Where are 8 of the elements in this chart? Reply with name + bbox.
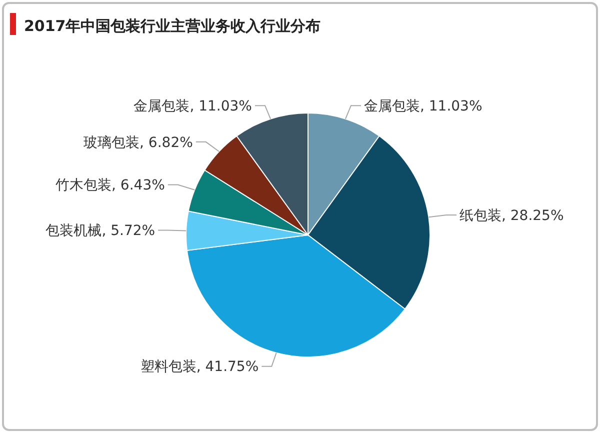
slice-label: 纸包装, 28.25%: [459, 208, 564, 224]
slice-label: 玻璃包装, 6.82%: [84, 134, 193, 151]
slice-label: 金属包装, 11.03%: [364, 98, 482, 114]
slice-label: 塑料包装, 41.75%: [140, 359, 259, 376]
slice-label: 竹木包装, 6.43%: [56, 178, 165, 194]
chart-title: 2017年中国包装行业主营业务收入行业分布: [24, 17, 321, 35]
slice-label: 金属包装, 11.03%: [134, 98, 252, 114]
slice-label: 包装机械, 5.72%: [46, 223, 156, 240]
